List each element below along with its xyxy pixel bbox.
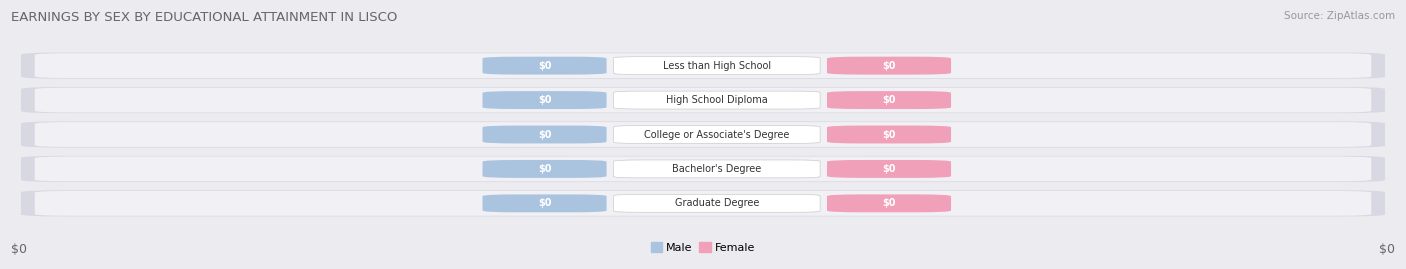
- FancyBboxPatch shape: [482, 126, 606, 143]
- FancyBboxPatch shape: [21, 190, 1385, 217]
- FancyBboxPatch shape: [827, 91, 950, 109]
- FancyBboxPatch shape: [613, 126, 820, 143]
- FancyBboxPatch shape: [827, 57, 950, 75]
- Text: $0: $0: [882, 198, 896, 208]
- FancyBboxPatch shape: [21, 156, 1385, 182]
- FancyBboxPatch shape: [827, 126, 950, 143]
- Text: $0: $0: [1379, 243, 1395, 256]
- FancyBboxPatch shape: [482, 57, 606, 75]
- FancyBboxPatch shape: [35, 88, 1371, 112]
- FancyBboxPatch shape: [35, 157, 1371, 181]
- FancyBboxPatch shape: [613, 57, 820, 75]
- FancyBboxPatch shape: [35, 122, 1371, 147]
- FancyBboxPatch shape: [613, 91, 820, 109]
- Text: $0: $0: [882, 164, 896, 174]
- Text: Graduate Degree: Graduate Degree: [675, 198, 759, 208]
- FancyBboxPatch shape: [21, 52, 1385, 79]
- FancyBboxPatch shape: [613, 194, 820, 212]
- FancyBboxPatch shape: [482, 91, 606, 109]
- Text: Less than High School: Less than High School: [662, 61, 770, 71]
- FancyBboxPatch shape: [613, 160, 820, 178]
- Text: $0: $0: [11, 243, 27, 256]
- FancyBboxPatch shape: [21, 87, 1385, 113]
- Text: Source: ZipAtlas.com: Source: ZipAtlas.com: [1284, 11, 1395, 21]
- Text: $0: $0: [537, 198, 551, 208]
- Text: $0: $0: [882, 61, 896, 71]
- Legend: Male, Female: Male, Female: [651, 242, 755, 253]
- Text: $0: $0: [537, 95, 551, 105]
- FancyBboxPatch shape: [35, 53, 1371, 78]
- Text: College or Associate's Degree: College or Associate's Degree: [644, 129, 789, 140]
- Text: $0: $0: [537, 164, 551, 174]
- FancyBboxPatch shape: [482, 160, 606, 178]
- FancyBboxPatch shape: [21, 121, 1385, 148]
- Text: High School Diploma: High School Diploma: [666, 95, 768, 105]
- FancyBboxPatch shape: [482, 194, 606, 212]
- Text: $0: $0: [882, 129, 896, 140]
- Text: $0: $0: [537, 61, 551, 71]
- Text: $0: $0: [537, 129, 551, 140]
- FancyBboxPatch shape: [827, 160, 950, 178]
- Text: Bachelor's Degree: Bachelor's Degree: [672, 164, 762, 174]
- Text: EARNINGS BY SEX BY EDUCATIONAL ATTAINMENT IN LISCO: EARNINGS BY SEX BY EDUCATIONAL ATTAINMEN…: [11, 11, 398, 24]
- FancyBboxPatch shape: [35, 191, 1371, 216]
- FancyBboxPatch shape: [827, 194, 950, 212]
- Text: $0: $0: [882, 95, 896, 105]
